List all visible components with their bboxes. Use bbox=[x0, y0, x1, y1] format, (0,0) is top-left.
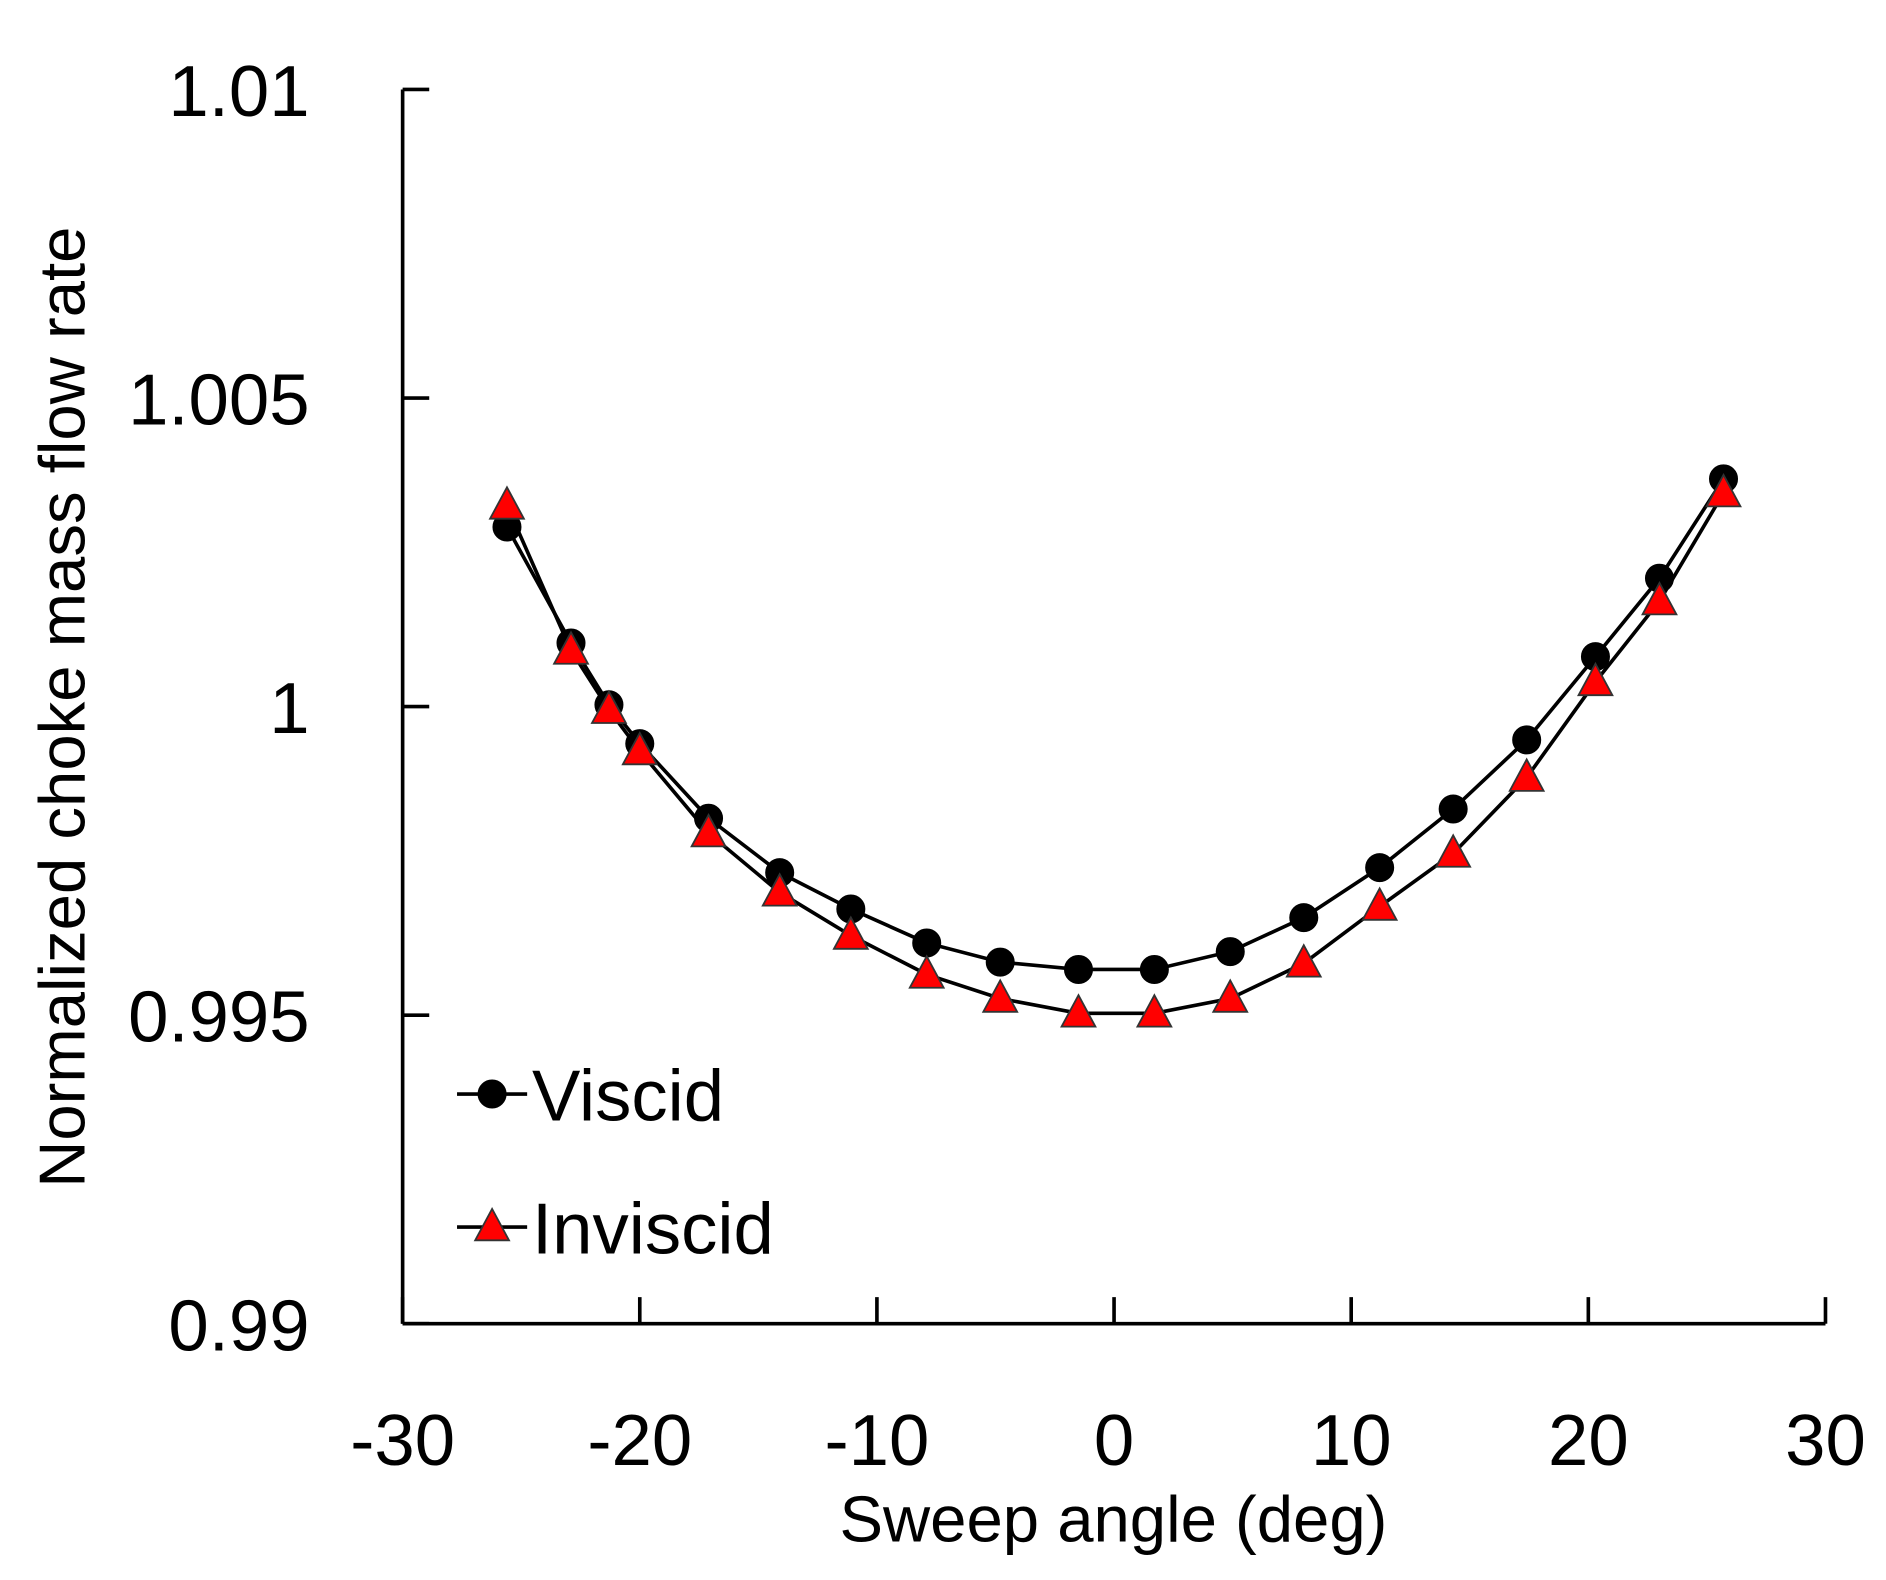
y-tick-label: 1 bbox=[269, 668, 309, 749]
data-point-inviscid bbox=[1434, 833, 1472, 868]
series-layer bbox=[488, 464, 1742, 1028]
data-point-viscid bbox=[1512, 725, 1542, 755]
series-line-viscid bbox=[505, 477, 1726, 972]
series-viscid bbox=[492, 464, 1739, 984]
series-line-inviscid bbox=[505, 492, 1726, 1016]
x-tick-label: 0 bbox=[1094, 1400, 1134, 1481]
series-inviscid bbox=[488, 473, 1742, 1028]
data-point-inviscid bbox=[690, 813, 727, 848]
y-tick-label: 0.995 bbox=[128, 977, 309, 1058]
data-point-inviscid bbox=[1285, 943, 1323, 978]
legend: Viscid Inviscid bbox=[457, 1056, 774, 1270]
data-point-inviscid bbox=[552, 630, 590, 665]
x-tick-label: 20 bbox=[1548, 1400, 1629, 1481]
x-tick-label: 10 bbox=[1311, 1400, 1392, 1481]
y-tick-label: 0.99 bbox=[168, 1285, 309, 1366]
data-point-inviscid bbox=[1577, 661, 1614, 697]
legend-label: Viscid bbox=[532, 1056, 724, 1137]
data-point-inviscid bbox=[1060, 993, 1097, 1028]
x-tick-label: -10 bbox=[825, 1400, 930, 1481]
data-point-viscid bbox=[912, 928, 942, 958]
legend-marker-inviscid bbox=[473, 1206, 511, 1242]
data-point-viscid bbox=[1139, 954, 1169, 984]
data-point-inviscid bbox=[621, 730, 659, 766]
data-point-inviscid bbox=[488, 485, 526, 520]
data-point-inviscid bbox=[1211, 978, 1249, 1013]
x-tick-label: 30 bbox=[1785, 1400, 1866, 1481]
data-point-inviscid bbox=[908, 954, 946, 989]
y-tick-label: 1.005 bbox=[128, 360, 309, 441]
data-point-inviscid bbox=[590, 689, 628, 724]
data-point-inviscid bbox=[1705, 473, 1742, 508]
data-point-inviscid bbox=[981, 978, 1019, 1013]
data-point-inviscid bbox=[1508, 757, 1546, 792]
legend-label: Inviscid bbox=[532, 1189, 774, 1270]
axes: 0.99 0.995 1 1.005 1.01 -30 -20 -10 0 10 20 30 bbox=[128, 51, 1866, 1481]
x-tick-label: -20 bbox=[587, 1400, 692, 1481]
y-tick-label: 1.01 bbox=[168, 51, 309, 132]
legend-marker-viscid bbox=[477, 1079, 507, 1109]
data-point-viscid bbox=[1365, 853, 1395, 883]
data-point-inviscid bbox=[1641, 581, 1678, 616]
data-point-viscid bbox=[1063, 954, 1093, 984]
data-point-viscid bbox=[1289, 903, 1319, 933]
data-point-inviscid bbox=[761, 872, 799, 907]
legend-item-viscid: Viscid bbox=[457, 1056, 724, 1137]
x-tick-label: -30 bbox=[350, 1400, 455, 1481]
data-point-viscid bbox=[1215, 937, 1245, 967]
data-point-viscid bbox=[985, 947, 1015, 977]
data-point-viscid bbox=[1438, 794, 1468, 824]
data-point-inviscid bbox=[832, 915, 870, 950]
y-axis-label: Normalized choke mass flow rate bbox=[26, 227, 99, 1188]
data-point-inviscid bbox=[1361, 886, 1399, 921]
legend-item-inviscid: Inviscid bbox=[457, 1189, 774, 1270]
data-point-inviscid bbox=[1135, 993, 1173, 1028]
x-axis-label: Sweep angle (deg) bbox=[840, 1482, 1388, 1555]
